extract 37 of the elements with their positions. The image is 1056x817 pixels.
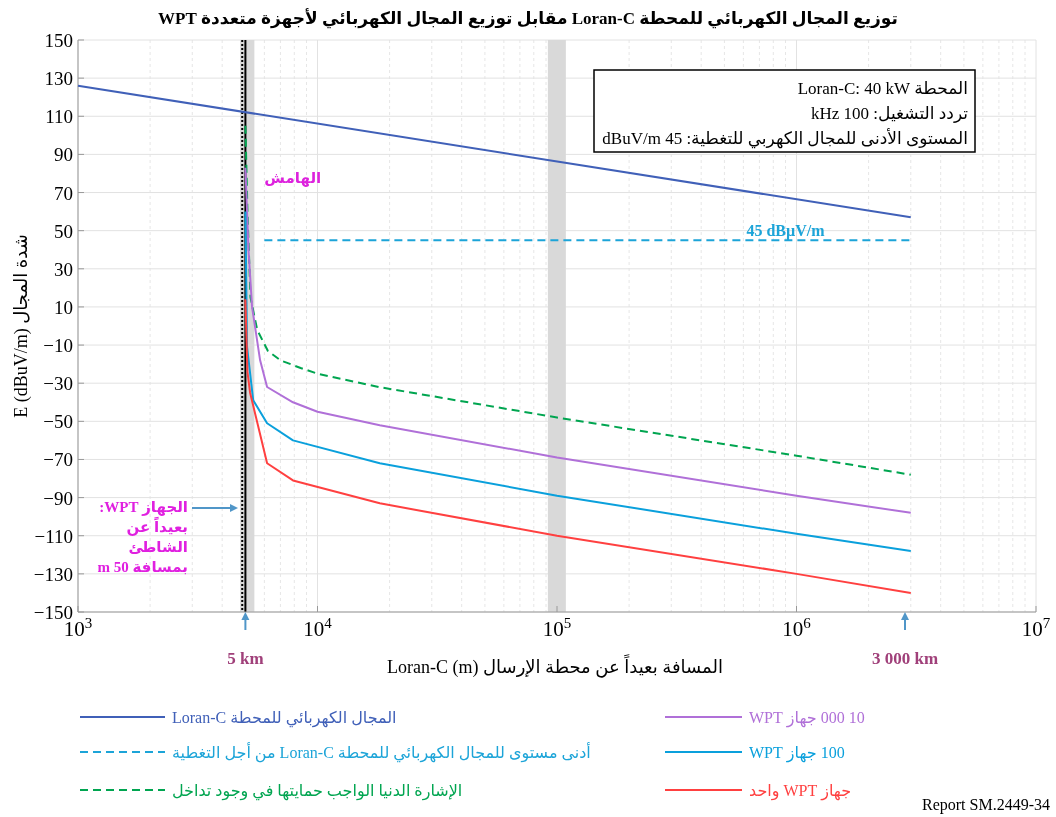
text: المجال الكهربائي للمحطة Loran-C xyxy=(172,709,397,726)
chart-title: توزيع المجال الكهربائي للمحطة Loran-C مقابل توزيع المجال الكهربائي لأجهزة متعددة WPT xyxy=(158,8,898,29)
y-tick-label: 90 xyxy=(54,144,73,166)
y-tick-label: −70 xyxy=(43,449,73,471)
y-tick-label: −90 xyxy=(43,487,73,509)
annotation: المستوى الأدنى للمجال الكهربي للتغطية: 45 dBuV/m xyxy=(602,128,968,149)
annotation: المحطة Loran-C: 40 kW xyxy=(797,79,968,98)
y-tick-label: 110 xyxy=(45,106,73,128)
x-tick-label: 10$^{7}$ xyxy=(1021,615,1051,641)
text: أدنى مستوى للمجال الكهربائي للمحطة Loran-C من أجل التغطية xyxy=(172,744,591,761)
legend-label: 10 000 جهاز WPT xyxy=(749,709,865,728)
y-tick-label: −110 xyxy=(34,525,73,547)
y-tick-label: 50 xyxy=(54,220,73,242)
band-label: الهامش xyxy=(264,170,322,187)
y-tick-label: 130 xyxy=(44,68,73,90)
y-tick-label: −10 xyxy=(43,335,73,357)
y-axis-title: شدة المجال E (dBuV/m) xyxy=(11,234,32,418)
text: Report SM.2449-34 xyxy=(922,796,1050,814)
y-tick-label: −30 xyxy=(43,373,73,395)
y-tick-label: 150 xyxy=(44,30,73,51)
annotation: 5 km xyxy=(227,649,264,668)
x-tick-label: 10$^{4}$ xyxy=(303,615,333,641)
y-tick-label: 70 xyxy=(54,182,73,204)
annotation: تردد التشغيل: 100 kHz xyxy=(811,104,969,123)
x-axis-title: المسافة بعيداً عن محطة الإرسال Loran-C (m) xyxy=(387,654,723,678)
y-tick-label: −130 xyxy=(33,563,73,585)
text: 3 000 km xyxy=(871,649,939,668)
legend-label: جهاز WPT واحد xyxy=(749,782,852,801)
y-tick-label: 30 xyxy=(54,258,73,280)
text: الإشارة الدنيا الواجب حمايتها في وجود تداخل xyxy=(172,782,463,799)
y-tick-label: 10 xyxy=(54,296,73,318)
annotation: الجهاز WPT: بعيداً عن الشاطئ بمسافة 50 m xyxy=(96,498,188,577)
x-tick-label: 10$^{6}$ xyxy=(782,615,812,641)
x-tick-label: 10$^{5}$ xyxy=(542,615,572,641)
legend-label: 100 جهاز WPT xyxy=(749,744,845,763)
annotation: 45 dBµV/m xyxy=(746,222,826,241)
y-tick-label: −50 xyxy=(43,411,73,433)
